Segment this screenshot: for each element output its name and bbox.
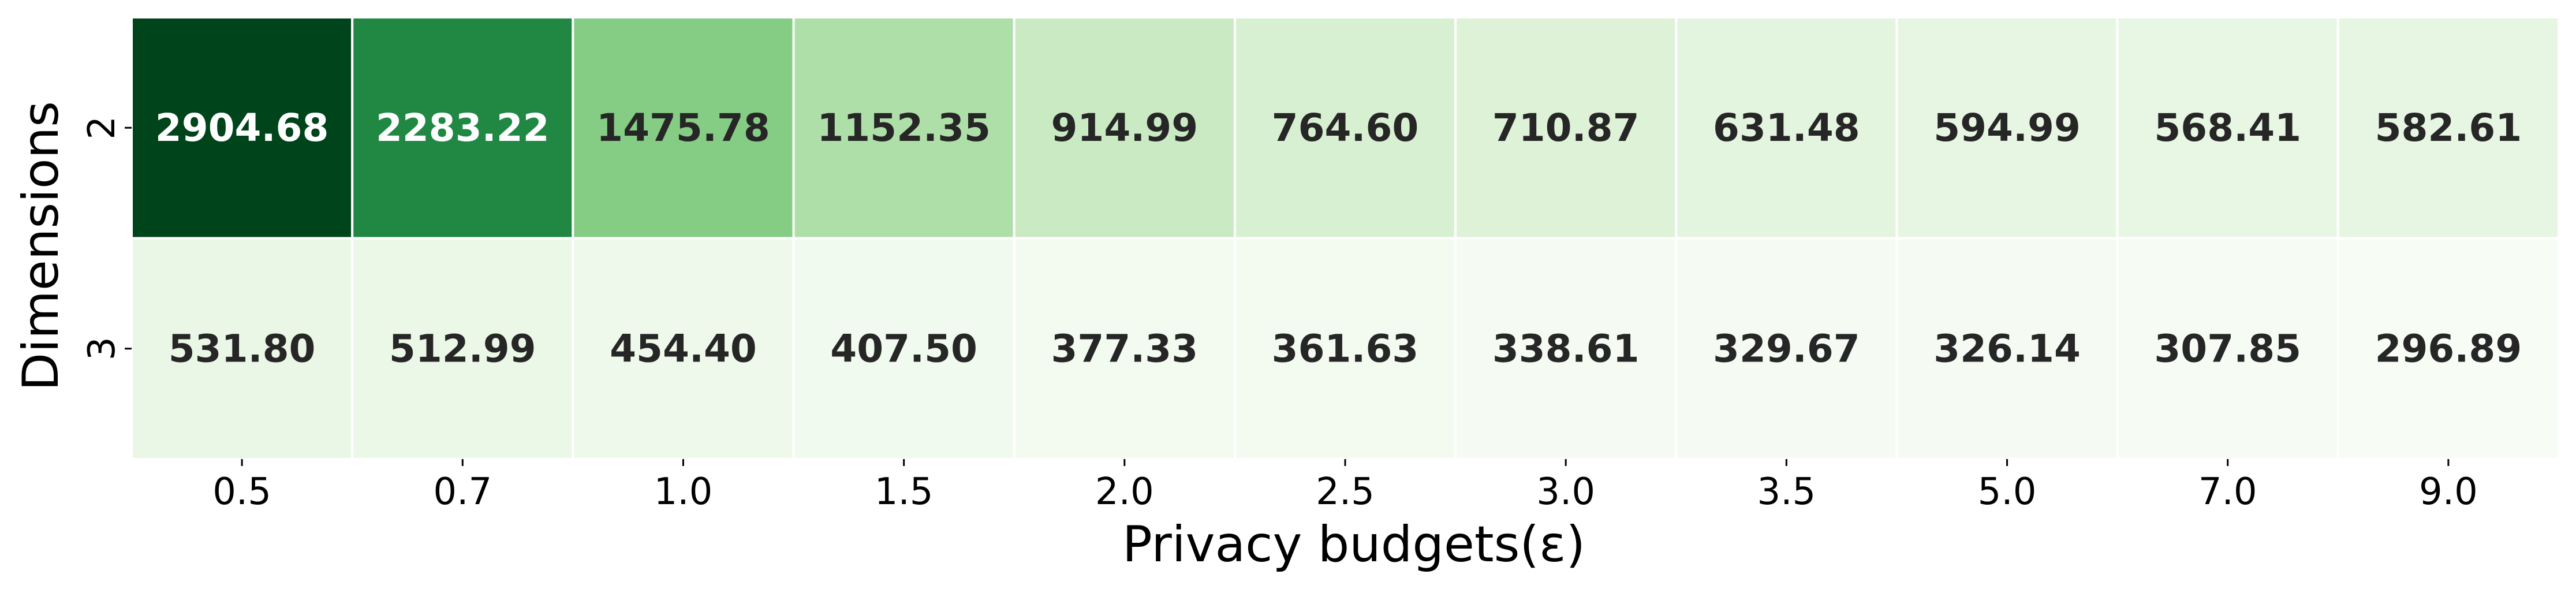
x-tick-label: 7.0	[2198, 471, 2257, 513]
heatmap-cell	[1675, 16, 1898, 240]
cell-value-label: 512.99	[389, 326, 536, 371]
cell-value-label: 631.48	[1713, 106, 1860, 150]
cell-value-label: 377.33	[1051, 326, 1198, 371]
heatmap-cell	[2116, 16, 2339, 240]
cell-value-label: 764.60	[1272, 106, 1419, 150]
cell-value-label: 307.85	[2154, 326, 2301, 371]
heatmap-cell	[1895, 237, 2119, 460]
cell-value-label: 710.87	[1492, 106, 1640, 150]
heatmap-cell	[351, 16, 574, 240]
heatmap-cell	[2336, 16, 2560, 240]
x-tick-label: 0.5	[212, 471, 271, 513]
x-tick-label: 1.5	[875, 471, 934, 513]
cell-value-label: 582.61	[2375, 106, 2522, 150]
cell-value-label: 338.61	[1492, 326, 1640, 371]
x-tick-label: 2.5	[1316, 471, 1375, 513]
x-tick-label: 2.0	[1095, 471, 1154, 513]
cell-value-label: 407.50	[830, 326, 977, 371]
heatmap-cell	[1233, 16, 1457, 240]
x-tick-label: 9.0	[2419, 471, 2478, 513]
heatmap-cell	[130, 237, 354, 460]
x-tick-label: 1.0	[654, 471, 713, 513]
cell-value-label: 2904.68	[155, 106, 329, 150]
y-axis-ticks: 23	[81, 116, 132, 360]
y-tick-label: 2	[81, 116, 124, 140]
heatmap-cell	[1013, 237, 1236, 460]
y-axis-title: Dimensions	[12, 101, 70, 391]
heatmap-cell-labels: 2904.68 2283.22 1475.78 1152.35 914.99 764.60…	[155, 106, 2522, 371]
heatmap-cell	[572, 16, 795, 240]
cell-value-label: 568.41	[2154, 106, 2301, 150]
cell-value-label: 361.63	[1272, 326, 1419, 371]
x-axis-title: Privacy budgets(ε)	[1122, 516, 1585, 573]
heatmap-cell	[351, 237, 574, 460]
cell-value-label: 531.80	[169, 326, 316, 371]
cell-value-label: 296.89	[2375, 326, 2522, 371]
x-tick-label: 3.5	[1757, 471, 1816, 513]
cell-value-label: 1152.35	[817, 106, 991, 150]
heatmap-cell	[792, 237, 1016, 460]
heatmap-cell	[1233, 237, 1457, 460]
cell-value-label: 914.99	[1051, 106, 1198, 150]
heatmap-cells	[130, 16, 2560, 460]
x-tick-label: 5.0	[1978, 471, 2037, 513]
x-axis-ticks: 0.5 0.7 1.0 1.5 2.0 2.5 3.0 3.5 5.0 7.0 9.0	[212, 459, 2478, 513]
cell-value-label: 594.99	[1933, 106, 2081, 150]
cell-value-label: 329.67	[1713, 326, 1860, 371]
heatmap-cell	[792, 16, 1016, 240]
y-tick-label: 3	[81, 337, 124, 360]
x-tick-label: 3.0	[1536, 471, 1595, 513]
heatmap-cell	[2336, 237, 2560, 460]
heatmap-cell	[130, 16, 354, 240]
heatmap-cell	[1675, 237, 1898, 460]
heatmap-cell	[1013, 16, 1236, 240]
x-tick-label: 0.7	[433, 471, 492, 513]
cell-value-label: 326.14	[1933, 326, 2081, 371]
heatmap-cell	[1454, 237, 1678, 460]
cell-value-label: 2283.22	[376, 106, 550, 150]
cell-value-label: 1475.78	[596, 106, 770, 150]
heatmap-cell	[572, 237, 795, 460]
heatmap-cell	[2116, 237, 2339, 460]
cell-value-label: 454.40	[610, 326, 757, 371]
